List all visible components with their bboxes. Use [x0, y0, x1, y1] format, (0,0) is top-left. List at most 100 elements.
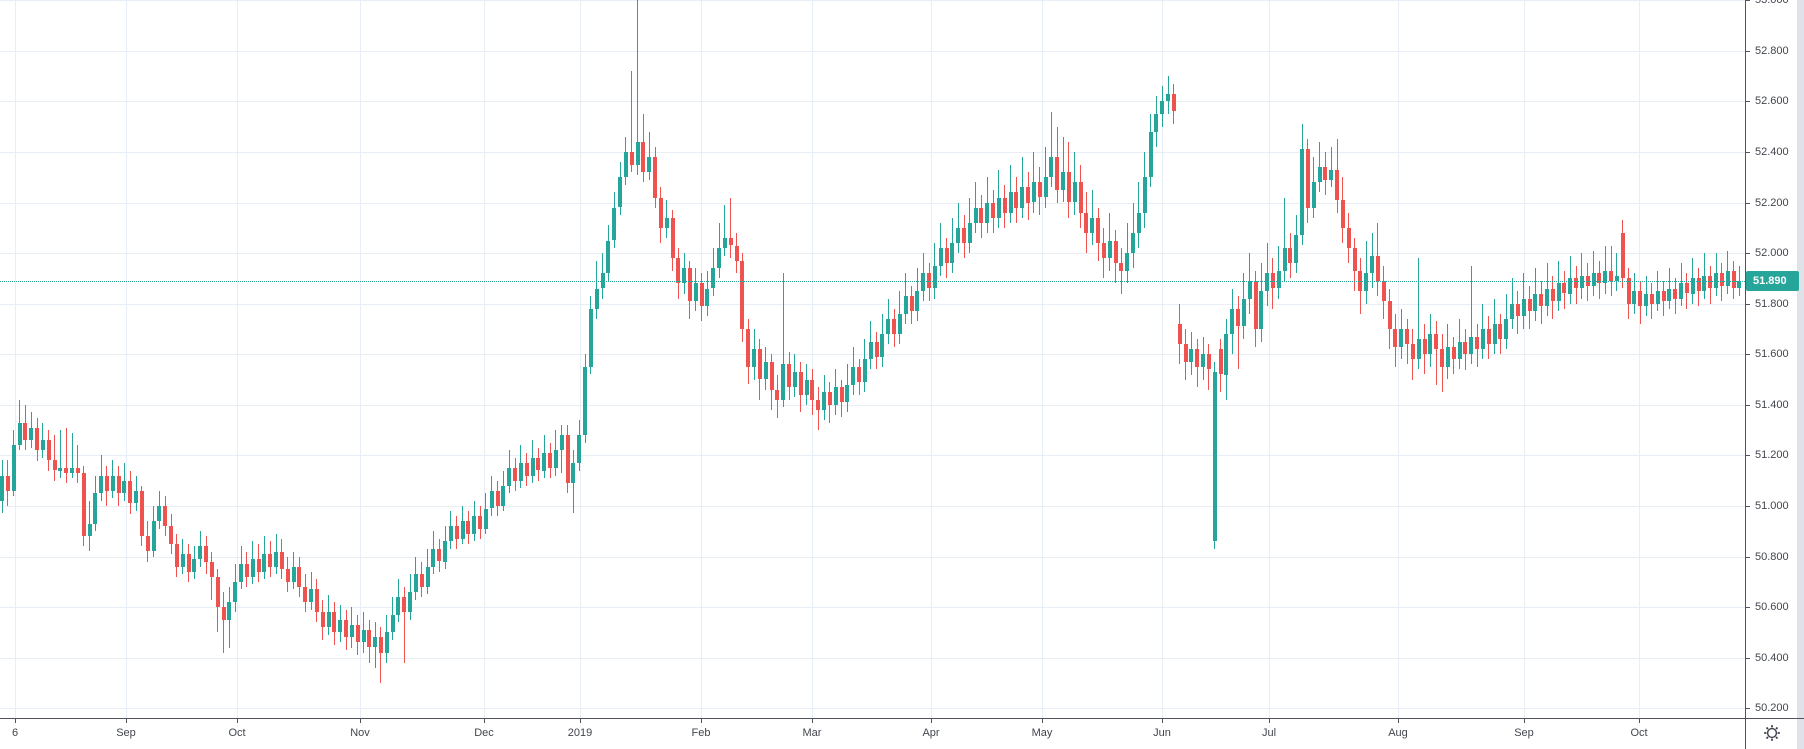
price-axis-tick	[1746, 708, 1750, 710]
candle-down	[1014, 192, 1019, 208]
candle-down	[1486, 329, 1491, 345]
candle-down	[320, 612, 325, 628]
candle-down	[1101, 243, 1106, 259]
candle-down	[46, 440, 51, 461]
price-axis[interactable]: 53.000 52.800 52.600 52.400 52.200 52.000 51.8…	[1746, 0, 1804, 718]
candle-down	[1463, 341, 1468, 355]
candle-up	[1160, 101, 1165, 114]
candle-down	[839, 387, 844, 403]
candle-down	[641, 141, 646, 173]
price-axis-tick	[1746, 253, 1750, 255]
candle-down	[1719, 273, 1724, 286]
candle-down	[64, 468, 69, 474]
candle-wick-down	[1435, 321, 1437, 385]
candle-up	[618, 177, 622, 208]
time-axis-label: Mar	[802, 727, 822, 739]
candle-up	[1230, 308, 1235, 334]
candle-up	[1131, 232, 1135, 254]
time-axis-label: 6	[11, 727, 19, 739]
candle-up	[460, 521, 465, 539]
price-axis-label: 51.200	[1755, 449, 1789, 462]
candle-up	[134, 490, 139, 504]
candle-down	[256, 559, 261, 572]
candle-up	[1317, 167, 1322, 183]
current-price-badge: 51.890	[1746, 271, 1799, 291]
candle-up	[1090, 217, 1095, 233]
candle-down	[909, 296, 914, 312]
time-gridline	[1524, 0, 1525, 718]
candle-wick-down	[403, 586, 405, 663]
candle-wick-up	[1284, 197, 1286, 281]
candle-down	[513, 468, 517, 481]
candle-up	[1504, 318, 1509, 339]
price-axis-tick	[1746, 303, 1750, 305]
candle-up	[705, 288, 710, 307]
time-gridline	[484, 0, 485, 718]
candle-down	[728, 237, 733, 246]
candle-up	[180, 554, 185, 567]
candle-down	[1288, 248, 1293, 264]
price-gridline	[0, 202, 1745, 204]
candle-down	[5, 475, 10, 491]
time-axis-tick	[1398, 719, 1399, 723]
candle-up	[40, 440, 45, 451]
candle-down	[52, 460, 57, 471]
candle-down	[344, 619, 348, 638]
candle-up	[11, 445, 16, 491]
candle-down	[1236, 308, 1240, 327]
candle-wick-up	[637, 0, 638, 175]
settings-button[interactable]	[1746, 719, 1797, 749]
candle-up	[262, 554, 267, 572]
candle-up	[1370, 255, 1374, 274]
candle-down	[1434, 334, 1439, 350]
candle-down	[1422, 339, 1427, 355]
candle-up	[227, 602, 232, 620]
candle-up	[1579, 275, 1584, 289]
time-axis[interactable]: 6 Sep Oct Nov Dec 2019 Feb Mar Apr May Jun Jul Aug Se…	[0, 719, 1745, 749]
candle-wick-up	[1604, 245, 1606, 294]
candle-up	[274, 551, 278, 567]
price-axis-label: 52.400	[1755, 146, 1789, 158]
time-axis-tick	[1162, 719, 1163, 723]
candle-up	[1241, 298, 1246, 327]
price-axis-tick	[1746, 455, 1750, 457]
candle-down	[1066, 172, 1071, 203]
price-axis-tick	[1746, 101, 1750, 103]
right-edge-strip	[1797, 0, 1804, 749]
candle-up	[1556, 283, 1561, 302]
candle-up	[1125, 253, 1130, 271]
price-axis-label: 51.800	[1755, 297, 1789, 310]
candle-up	[1667, 288, 1672, 302]
chart-pane[interactable]	[0, 0, 1745, 718]
candle-up	[1457, 341, 1462, 360]
price-axis-tick	[1746, 0, 1750, 2]
candle-down	[81, 473, 86, 537]
price-axis-label: 50.800	[1755, 550, 1789, 563]
candle-up	[868, 341, 873, 360]
price-axis-tick	[1746, 202, 1750, 204]
candle-up	[973, 207, 978, 223]
candle-up	[1591, 273, 1596, 286]
candle-down	[163, 506, 168, 527]
candle-up	[122, 480, 127, 494]
candle-down	[1585, 275, 1590, 286]
candle-up	[647, 157, 652, 173]
time-axis-tick	[812, 719, 813, 723]
candle-down	[145, 536, 150, 552]
candle-down	[332, 612, 337, 633]
candle-up	[1416, 339, 1421, 360]
candle-down	[1387, 301, 1392, 329]
candle-down	[419, 574, 424, 587]
candle-down	[35, 427, 39, 451]
time-axis-label: Nov	[350, 727, 370, 739]
time-axis-tick	[360, 719, 361, 723]
candle-down	[1731, 270, 1736, 289]
candle-up	[1632, 291, 1637, 304]
candle-up	[763, 361, 768, 380]
time-axis-border	[0, 718, 1804, 719]
candle-up	[93, 493, 98, 524]
candle-up	[682, 268, 687, 284]
candle-up	[792, 371, 797, 388]
candle-up	[1480, 329, 1485, 350]
